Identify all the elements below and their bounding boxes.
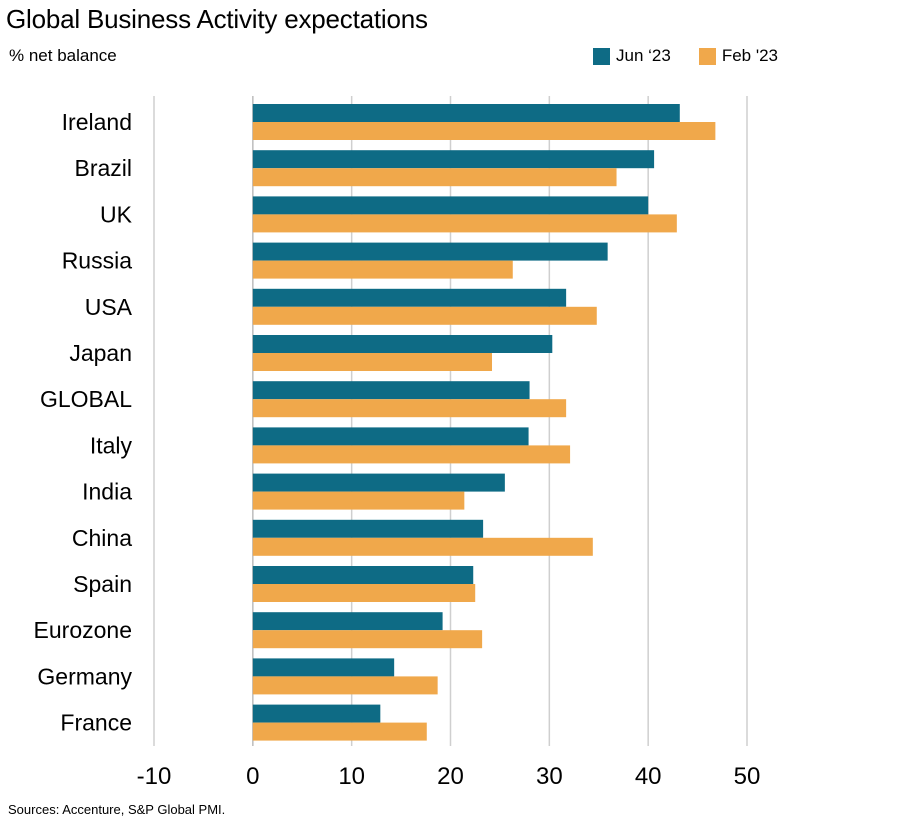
x-tick-label: 10 — [338, 763, 365, 790]
x-tick-label: 40 — [635, 763, 662, 790]
bar-feb — [252, 122, 716, 140]
legend-item-feb: Feb '23 — [698, 46, 778, 66]
category-label: GLOBAL — [40, 386, 132, 412]
bar-jun — [252, 196, 649, 215]
bar-feb — [252, 260, 513, 279]
legend-swatch-jun — [593, 47, 610, 65]
category-label: Brazil — [74, 155, 132, 181]
category-label: India — [82, 479, 132, 505]
category-label: France — [60, 710, 132, 736]
bar-jun — [252, 566, 474, 584]
x-tick-label: 30 — [536, 763, 563, 790]
category-label: China — [72, 525, 132, 551]
grid-layer — [153, 96, 748, 746]
x-tick-label: 0 — [246, 763, 259, 790]
bar-feb — [252, 676, 438, 695]
category-label: USA — [85, 294, 133, 320]
category-label: Eurozone — [34, 617, 132, 643]
bar-feb — [252, 491, 465, 510]
bar-jun — [252, 427, 529, 446]
bar-feb — [252, 445, 571, 464]
bar-feb — [252, 306, 597, 325]
legend-label-jun: Jun ‘23 — [616, 46, 671, 65]
x-tick-label: -10 — [137, 763, 172, 790]
legend-item-jun: Jun ‘23 — [593, 46, 671, 66]
bar-jun — [252, 242, 608, 261]
bar-feb — [252, 353, 493, 371]
bar-jun — [252, 473, 505, 492]
bar-jun — [252, 104, 680, 122]
category-label: Spain — [73, 571, 132, 597]
bar-feb — [252, 537, 593, 556]
legend-label-feb: Feb '23 — [721, 46, 778, 65]
bar-jun — [252, 288, 567, 307]
label-layer: -10 0 10 20 30 40 50 Ireland Brazil UK Russia USA Ja… — [34, 109, 761, 790]
bar-feb — [252, 214, 677, 233]
category-label: Japan — [69, 340, 132, 366]
x-tick-label: 50 — [734, 763, 761, 790]
bar-feb — [252, 584, 476, 602]
bar-layer — [252, 104, 716, 741]
chart-subtitle: % net balance — [9, 46, 117, 65]
chart-title: Global Business Activity expectations — [6, 4, 428, 34]
bar-jun — [252, 519, 484, 538]
category-label: Ireland — [62, 109, 132, 135]
category-label: Germany — [37, 663, 132, 689]
bar-feb — [252, 722, 427, 741]
bar-jun — [252, 658, 395, 677]
legend-swatch-feb — [698, 47, 716, 65]
bar-feb — [252, 168, 617, 187]
category-label: UK — [100, 201, 133, 227]
x-tick-label: 20 — [437, 763, 464, 790]
bar-feb — [252, 399, 567, 418]
bar-jun — [252, 381, 530, 400]
source-note: Sources: Accenture, S&P Global PMI. — [8, 802, 226, 817]
bar-jun — [252, 612, 443, 631]
category-label: Italy — [90, 432, 133, 458]
category-label: Russia — [62, 248, 133, 274]
bar-feb — [252, 630, 483, 649]
bar-jun — [252, 335, 553, 353]
bar-jun — [252, 704, 381, 723]
legend: Jun ‘23 Feb '23 — [593, 46, 806, 66]
bar-jun — [252, 150, 655, 169]
